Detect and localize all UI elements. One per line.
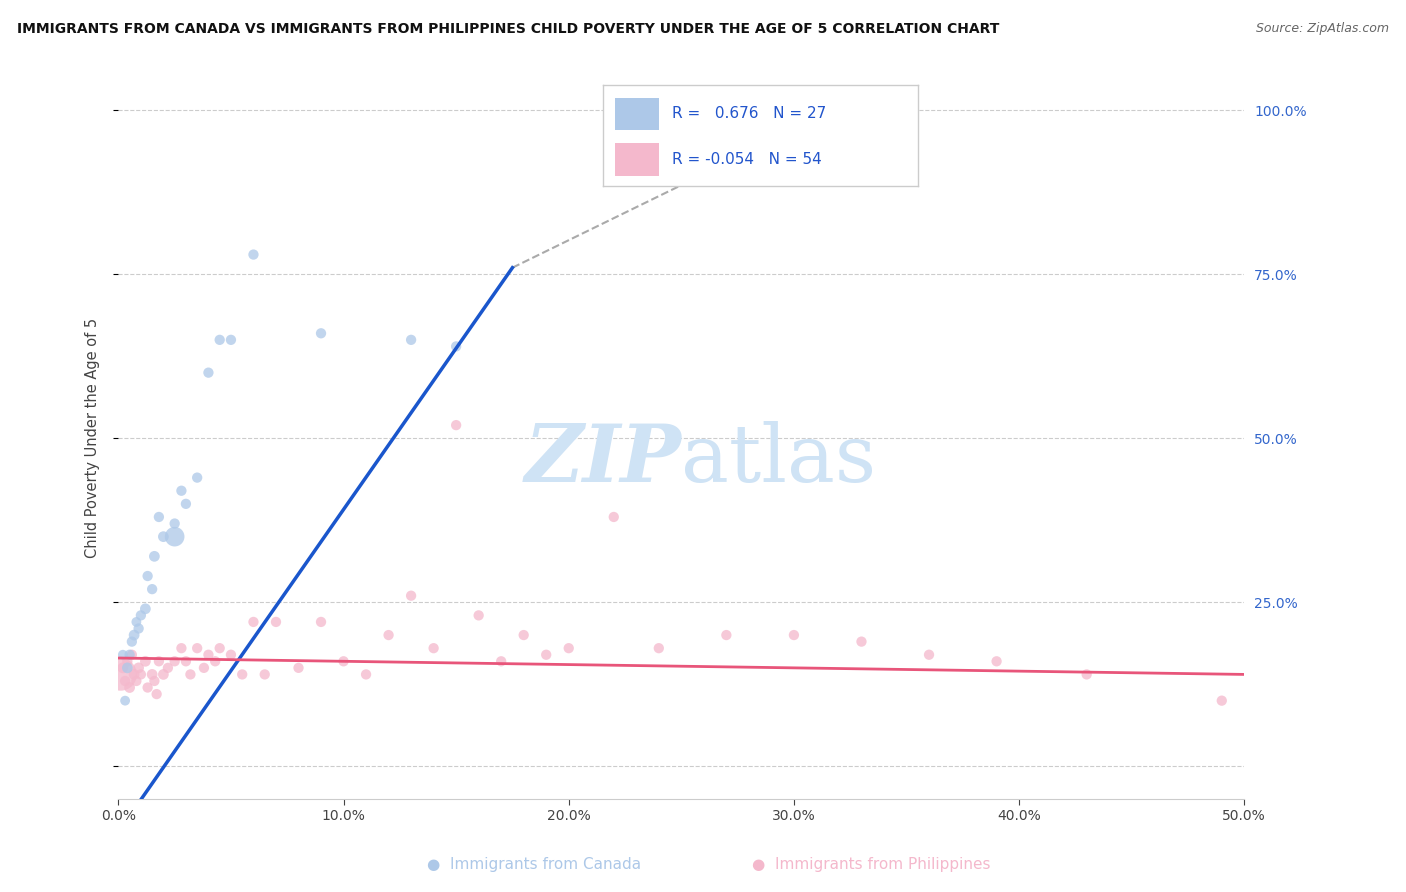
Point [197, 648, 219, 662]
Point [156, 661, 179, 675]
Point [186, 470, 208, 484]
Point [309, 326, 332, 341]
Point [122, 667, 145, 681]
Point [163, 516, 186, 531]
Point [332, 654, 354, 668]
Point [128, 622, 150, 636]
Point [186, 641, 208, 656]
Point [208, 333, 231, 347]
Point [111, 661, 134, 675]
Point [851, 634, 873, 648]
Point [152, 667, 174, 681]
Point [136, 569, 159, 583]
Point [253, 667, 276, 681]
Point [163, 530, 186, 544]
Point [231, 667, 253, 681]
Point [134, 654, 156, 668]
Point [179, 667, 201, 681]
Point [118, 648, 141, 662]
Point [197, 366, 219, 380]
Point [264, 615, 287, 629]
Point [148, 654, 170, 668]
Text: atlas: atlas [682, 421, 876, 499]
Point [141, 582, 163, 596]
Point [129, 608, 152, 623]
Text: IMMIGRANTS FROM CANADA VS IMMIGRANTS FROM PHILIPPINES CHILD POVERTY UNDER THE AG: IMMIGRANTS FROM CANADA VS IMMIGRANTS FRO… [17, 22, 1000, 37]
Point [716, 628, 738, 642]
Point [170, 641, 193, 656]
Point [242, 615, 264, 629]
Point [783, 628, 806, 642]
Point [1211, 693, 1233, 707]
Point [219, 333, 242, 347]
Point [489, 654, 512, 668]
Point [118, 681, 141, 695]
Point [110, 667, 132, 681]
Point [399, 589, 422, 603]
Point [136, 681, 159, 695]
Point [145, 687, 167, 701]
Text: ●  Immigrants from Philippines: ● Immigrants from Philippines [752, 857, 991, 872]
Point [377, 628, 399, 642]
Point [129, 667, 152, 681]
Point [122, 628, 145, 642]
Point [174, 654, 197, 668]
Point [143, 673, 166, 688]
Point [918, 648, 941, 662]
Point [467, 608, 489, 623]
Point [193, 661, 215, 675]
Y-axis label: Child Poverty Under the Age of 5: Child Poverty Under the Age of 5 [86, 318, 100, 558]
Point [125, 673, 148, 688]
Point [399, 333, 422, 347]
Point [986, 654, 1008, 668]
Point [242, 247, 264, 261]
Point [117, 661, 139, 675]
Point [134, 602, 156, 616]
Point [128, 661, 150, 675]
Point [163, 654, 186, 668]
Text: Source: ZipAtlas.com: Source: ZipAtlas.com [1256, 22, 1389, 36]
Point [309, 615, 332, 629]
Point [354, 667, 377, 681]
Point [648, 641, 671, 656]
Text: ●  Immigrants from Canada: ● Immigrants from Canada [427, 857, 641, 872]
Point [114, 693, 136, 707]
Point [121, 648, 143, 662]
Point [558, 641, 581, 656]
Point [422, 641, 444, 656]
Point [1076, 667, 1098, 681]
Point [174, 497, 197, 511]
Point [117, 654, 139, 668]
Point [287, 661, 309, 675]
Point [125, 615, 148, 629]
Point [444, 339, 467, 353]
Point [121, 634, 143, 648]
Point [148, 510, 170, 524]
Text: ZIP: ZIP [524, 421, 682, 499]
Point [444, 418, 467, 433]
Point [603, 510, 626, 524]
Point [143, 549, 166, 564]
Point [114, 673, 136, 688]
Point [204, 654, 226, 668]
Point [141, 667, 163, 681]
Point [512, 628, 534, 642]
Point [111, 648, 134, 662]
Point [219, 648, 242, 662]
Point [170, 483, 193, 498]
Point [152, 530, 174, 544]
Point [208, 641, 231, 656]
Point [534, 648, 557, 662]
